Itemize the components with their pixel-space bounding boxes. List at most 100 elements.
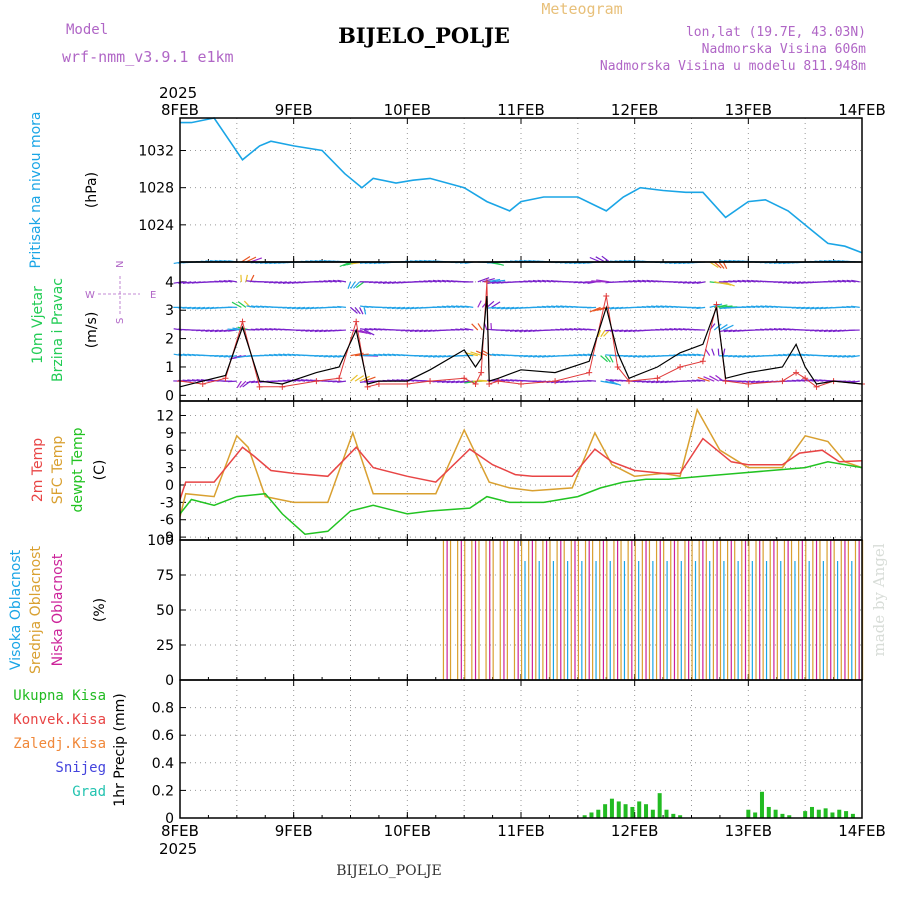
cloud-unit: (%): [92, 598, 108, 622]
wind-arrow: [537, 355, 547, 358]
precip-bar: [850, 813, 855, 818]
wind-arrow: [687, 281, 697, 284]
wind-arrow: [760, 305, 769, 308]
wind-arrow: [582, 353, 592, 357]
y-tick-label: 50: [156, 603, 174, 619]
wind-arrow: [455, 380, 465, 384]
wind-arrow: [796, 379, 806, 382]
wind-arrow: [451, 380, 460, 384]
wind-arrow: [832, 329, 842, 333]
wind-arrow: [437, 380, 447, 383]
precip-bar: [596, 809, 601, 818]
wind-arrow: [287, 281, 297, 284]
y-tick-label: 6: [165, 443, 174, 459]
wind-arrow: [578, 353, 588, 357]
wind-arrow: [596, 279, 610, 283]
wind-arrow: [491, 306, 501, 310]
wind-arrow: [369, 327, 378, 331]
wind-arrow: [696, 281, 706, 284]
wind-arrow: [560, 305, 569, 308]
wind-arrow: [773, 327, 783, 331]
wind-arrow: [604, 355, 611, 363]
wind-arrow: [219, 329, 228, 333]
wind-arrow: [210, 329, 219, 333]
wind-arrow: [851, 355, 860, 358]
wind-arrow: [363, 329, 375, 336]
gust-point: [375, 380, 382, 387]
wind-arrow: [719, 329, 728, 333]
precip-bars: [582, 791, 855, 818]
wind-arrow: [255, 305, 265, 308]
wind-arrow: [428, 279, 437, 283]
gust-point: [483, 278, 490, 285]
x-tick-label-top: 9FEB: [275, 101, 313, 119]
precip-bar: [780, 813, 785, 818]
wind-arrow: [678, 281, 688, 284]
wind-arrow: [691, 306, 701, 309]
wind-arrow: [418, 355, 428, 358]
y-tick-label: 1: [165, 360, 174, 376]
wind-arrow: [837, 279, 847, 283]
wind-arrow: [482, 277, 495, 283]
wind-arrow: [451, 305, 460, 308]
wind-arrow: [628, 329, 638, 333]
wind-arrow: [764, 328, 774, 331]
wind-arrow: [387, 353, 397, 357]
wind-arrow: [646, 279, 656, 283]
direction-e: E: [150, 290, 156, 301]
gust-point: [802, 375, 809, 382]
wind-arrow: [337, 279, 347, 283]
wind-arrow: [828, 355, 838, 358]
wind-arrow: [441, 380, 451, 383]
gust-point: [472, 380, 479, 387]
wind-arrow: [828, 329, 838, 333]
y-tick-label: -3: [160, 495, 174, 511]
wind-arrow: [846, 279, 856, 283]
footer-station: BIJELO_POLJE: [336, 863, 441, 879]
y-tick-label: 0: [165, 478, 174, 494]
wind-arrow: [669, 328, 678, 331]
wind-arrow: [764, 305, 774, 308]
precip-bar: [766, 806, 771, 818]
wind-arrow: [359, 375, 370, 382]
wind-arrow: [523, 355, 533, 358]
wind-arrow: [218, 280, 228, 283]
wind-arrow: [182, 353, 192, 357]
gust-point: [256, 383, 263, 390]
wind-arrow: [555, 380, 565, 384]
wind-arrow: [491, 281, 501, 284]
gust-point: [239, 318, 246, 325]
wind-arrow: [491, 353, 501, 357]
wind-arrow: [718, 261, 725, 269]
wind-arrow: [609, 380, 622, 386]
wind-arrow: [659, 328, 669, 331]
wind-arrow: [718, 305, 733, 308]
gust-point: [279, 383, 286, 390]
wind-arrow: [305, 329, 315, 332]
wind-arrow: [273, 281, 283, 284]
wind-arrow: [541, 305, 551, 308]
wind-arrow: [642, 355, 651, 358]
wind-arrow: [423, 355, 433, 358]
y-tick-label: 0.8: [152, 701, 174, 717]
wind-arrow: [350, 374, 358, 382]
wind-arrow: [368, 281, 378, 284]
high-cloud-label: Visoka Oblacnost: [8, 549, 24, 670]
wind-arrow: [792, 281, 801, 284]
wind-arrow: [296, 379, 306, 382]
y-tick-label: 3: [165, 303, 174, 319]
wind-arrow: [851, 380, 860, 384]
wind-arrow: [187, 306, 196, 310]
wind-arrow: [769, 328, 778, 331]
wind-arrow: [251, 305, 260, 308]
wind-arrow: [559, 328, 569, 331]
gust-point: [654, 375, 661, 382]
wind-arrow: [301, 379, 310, 382]
x-tick-label-bottom: 11FEB: [497, 822, 544, 840]
wind-arrow: [603, 329, 611, 337]
wind-unit: (m/s): [84, 312, 100, 349]
wind-arrow: [591, 280, 606, 283]
wind-arrow: [523, 329, 533, 333]
wind-arrow: [678, 327, 688, 331]
wind-arrow: [723, 281, 735, 287]
